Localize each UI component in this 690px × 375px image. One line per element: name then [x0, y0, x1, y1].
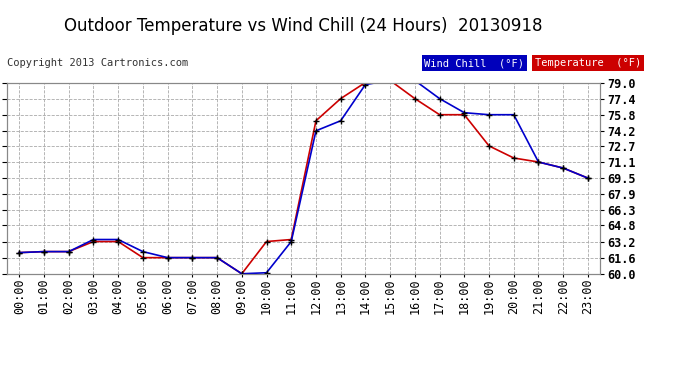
Text: Copyright 2013 Cartronics.com: Copyright 2013 Cartronics.com	[7, 58, 188, 68]
Text: Wind Chill  (°F): Wind Chill (°F)	[424, 58, 524, 68]
Text: Temperature  (°F): Temperature (°F)	[535, 58, 641, 68]
Text: Outdoor Temperature vs Wind Chill (24 Hours)  20130918: Outdoor Temperature vs Wind Chill (24 Ho…	[64, 17, 543, 35]
